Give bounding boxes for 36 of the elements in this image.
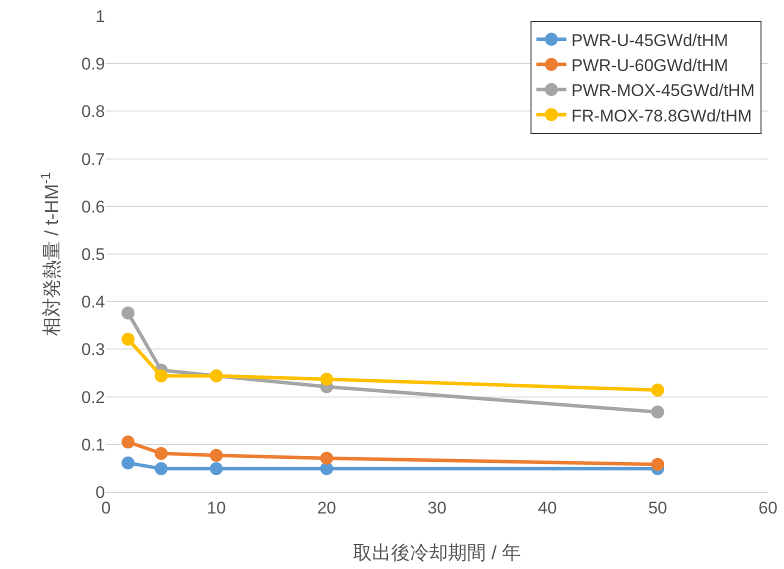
point bbox=[651, 406, 664, 419]
point bbox=[122, 332, 135, 346]
x-tick-label: 30 bbox=[428, 498, 446, 518]
point bbox=[154, 369, 168, 382]
x-tick-label: 20 bbox=[317, 498, 336, 518]
x-tick-label: 40 bbox=[538, 498, 557, 518]
x-tick-label: 50 bbox=[648, 498, 668, 518]
legend-label: PWR-U-60GWd/tHM bbox=[571, 56, 728, 76]
y-tick-label: 0.4 bbox=[81, 292, 105, 312]
legend-label: FR-MOX-78.8GWd/tHM bbox=[571, 106, 752, 126]
y-tick-label: 0.9 bbox=[81, 54, 105, 74]
legend-label: PWR-U-45GWd/tHM bbox=[571, 30, 728, 50]
y-tick-label: 0.3 bbox=[81, 340, 105, 360]
y-tick-label: 0.8 bbox=[81, 102, 105, 122]
x-tick-label: 10 bbox=[206, 498, 226, 518]
y-tick-label: 0.7 bbox=[81, 150, 105, 169]
point bbox=[651, 384, 664, 397]
point bbox=[320, 452, 334, 465]
legend-label: PWR-MOX-45GWd/tHM bbox=[571, 81, 755, 100]
y-tick-label: 0.1 bbox=[81, 435, 105, 454]
y-tick-label: 0.2 bbox=[81, 388, 105, 407]
point bbox=[122, 456, 135, 470]
point bbox=[651, 458, 664, 471]
point bbox=[122, 436, 135, 449]
y-tick-label: 0.6 bbox=[81, 197, 105, 216]
point bbox=[122, 306, 135, 320]
point bbox=[154, 446, 168, 460]
point bbox=[210, 462, 223, 476]
point bbox=[210, 448, 223, 462]
point bbox=[320, 372, 334, 386]
y-tick-label: 0 bbox=[96, 482, 105, 502]
x-axis-title: 取出後冷却期間 / 年 bbox=[353, 543, 521, 564]
x-tick-label: 60 bbox=[758, 498, 778, 518]
y-tick-label: 1 bbox=[96, 6, 105, 26]
point bbox=[154, 462, 168, 476]
y-tick-label: 0.5 bbox=[81, 244, 105, 264]
